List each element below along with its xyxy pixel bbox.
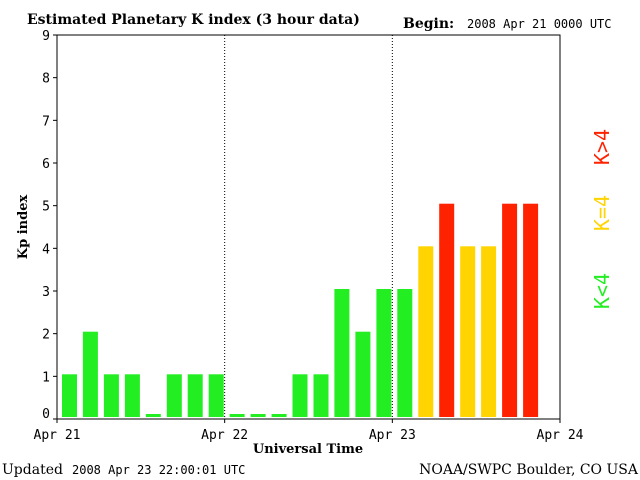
kp-bar-11 xyxy=(292,374,308,417)
updated-label: Updated xyxy=(2,462,63,478)
x-tick-label-2: Apr 23 xyxy=(369,428,416,443)
y-tick-label-4: 4 xyxy=(42,242,50,257)
updated-value: 2008 Apr 23 22:00:01 UTC xyxy=(72,463,245,477)
legend: K<4 K=4 K>4 xyxy=(590,129,614,309)
x-tick-label-1: Apr 22 xyxy=(201,428,248,443)
kp-bar-22 xyxy=(523,203,539,417)
x-axis-title: Universal Time xyxy=(253,442,363,457)
kp-bar-2 xyxy=(103,374,119,417)
y-tick-label-1: 1 xyxy=(42,370,50,385)
kp-bar-16 xyxy=(397,289,413,417)
plot-frame xyxy=(56,34,561,420)
y-tick-label-2: 2 xyxy=(42,328,50,343)
kp-bar-18 xyxy=(439,203,455,417)
kp-bar-10 xyxy=(271,414,287,417)
kp-bar-21 xyxy=(502,203,518,417)
y-tick-label-9: 9 xyxy=(42,29,50,44)
begin-value: 2008 Apr 21 0000 UTC xyxy=(467,17,612,31)
chart-title: Estimated Planetary K index (3 hour data… xyxy=(27,12,360,28)
bars-group xyxy=(62,203,539,417)
source-credit: NOAA/SWPC Boulder, CO USA xyxy=(419,462,639,478)
x-axis-ticks: Apr 21 Apr 22 Apr 23 Apr 24 xyxy=(34,419,584,443)
kp-bar-13 xyxy=(334,289,350,417)
kp-bar-3 xyxy=(124,374,140,417)
kp-bar-0 xyxy=(62,374,77,417)
kp-bar-1 xyxy=(82,331,98,417)
legend-item-0: K<4 xyxy=(590,273,614,309)
kp-bar-5 xyxy=(166,374,182,417)
day-dividers xyxy=(224,35,393,419)
y-tick-label-7: 7 xyxy=(42,114,50,129)
kp-bar-8 xyxy=(229,414,245,417)
kp-bar-14 xyxy=(355,331,371,417)
y-tick-label-5: 5 xyxy=(42,200,50,215)
kp-bar-17 xyxy=(418,246,434,417)
kp-bar-6 xyxy=(187,374,203,417)
kp-bar-4 xyxy=(145,414,161,417)
kp-bar-19 xyxy=(460,246,476,417)
legend-item-2: K>4 xyxy=(590,129,614,165)
y-axis-title: Kp index xyxy=(16,195,31,260)
legend-item-1: K=4 xyxy=(590,195,614,231)
y-tick-label-0: 0 xyxy=(42,407,50,422)
begin-label: Begin: xyxy=(403,16,454,32)
kp-bar-9 xyxy=(250,414,266,417)
kp-bar-20 xyxy=(481,246,497,417)
kp-bar-7 xyxy=(208,374,224,417)
x-tick-label-0: Apr 21 xyxy=(34,428,81,443)
x-tick-label-3: Apr 24 xyxy=(537,428,584,443)
y-tick-label-8: 8 xyxy=(42,72,50,87)
kp-bar-15 xyxy=(376,289,392,417)
y-tick-label-3: 3 xyxy=(42,285,50,300)
kp-bar-12 xyxy=(313,374,329,417)
y-tick-label-6: 6 xyxy=(42,157,50,172)
y-axis-ticks: 0 1 2 3 4 5 6 7 8 9 xyxy=(42,29,57,422)
